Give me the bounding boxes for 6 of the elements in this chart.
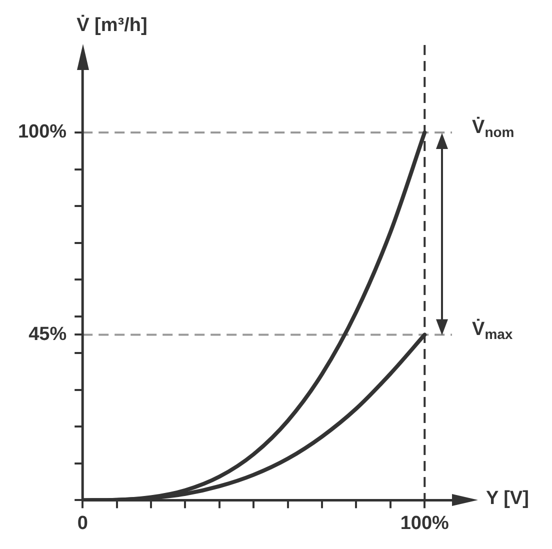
x-axis-title: Y [V] xyxy=(486,488,529,509)
y-tick-label: 45% xyxy=(28,324,67,345)
ref-line-label: V̇$_{nom}$ xyxy=(472,117,514,140)
x-tick-label: 0 xyxy=(77,512,88,534)
y-axis-title: V̇ [m³/h] xyxy=(76,14,148,36)
ref-line-label: V̇$_{max}$ xyxy=(472,319,513,342)
